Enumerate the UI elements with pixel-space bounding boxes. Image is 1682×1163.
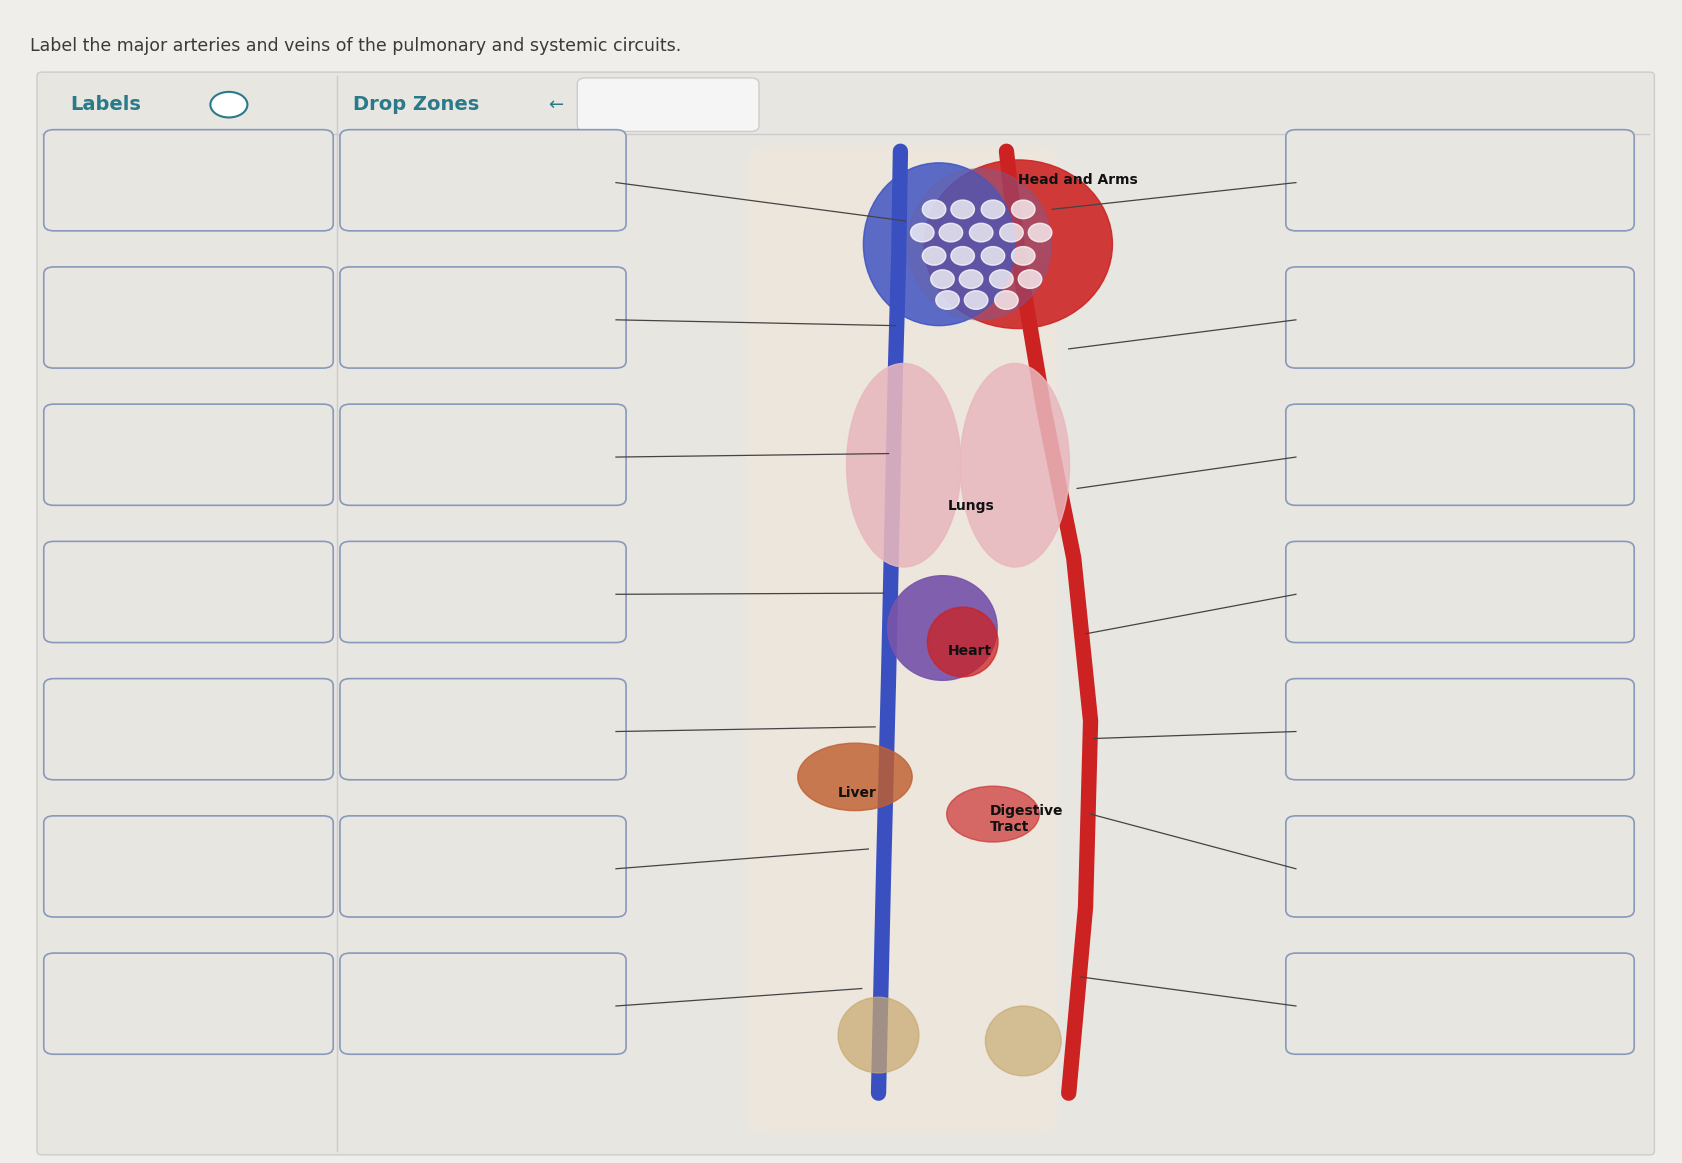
Ellipse shape xyxy=(1011,200,1034,219)
FancyBboxPatch shape xyxy=(340,542,626,642)
Ellipse shape xyxy=(994,291,1018,309)
FancyBboxPatch shape xyxy=(340,954,626,1054)
Ellipse shape xyxy=(910,223,934,242)
Text: renal artery: renal artery xyxy=(148,585,229,599)
Ellipse shape xyxy=(930,270,954,288)
Ellipse shape xyxy=(959,270,982,288)
Ellipse shape xyxy=(981,200,1004,219)
FancyBboxPatch shape xyxy=(44,267,333,368)
FancyBboxPatch shape xyxy=(340,130,626,230)
Text: aorta: aorta xyxy=(170,859,207,873)
FancyBboxPatch shape xyxy=(340,267,626,368)
Text: i: i xyxy=(227,100,230,109)
Text: jugular vein: jugular vein xyxy=(148,311,229,324)
FancyBboxPatch shape xyxy=(44,954,333,1054)
FancyBboxPatch shape xyxy=(340,816,626,916)
FancyBboxPatch shape xyxy=(340,405,626,505)
Ellipse shape xyxy=(888,576,996,680)
Ellipse shape xyxy=(863,163,1014,326)
Ellipse shape xyxy=(984,1006,1060,1076)
Ellipse shape xyxy=(964,291,987,309)
Circle shape xyxy=(210,92,247,117)
FancyBboxPatch shape xyxy=(44,130,333,230)
FancyBboxPatch shape xyxy=(577,78,759,131)
FancyBboxPatch shape xyxy=(44,816,333,916)
Text: superior vena cava: superior vena cava xyxy=(121,997,256,1011)
Ellipse shape xyxy=(935,291,959,309)
FancyBboxPatch shape xyxy=(44,679,333,779)
Text: Label the major arteries and veins of the pulmonary and systemic circuits.: Label the major arteries and veins of th… xyxy=(30,37,681,55)
FancyBboxPatch shape xyxy=(1285,954,1633,1054)
Ellipse shape xyxy=(939,223,962,242)
Text: Heart: Heart xyxy=(947,644,991,658)
Ellipse shape xyxy=(922,200,945,219)
Text: Liver: Liver xyxy=(838,786,876,800)
Text: Labels: Labels xyxy=(71,95,141,114)
Text: Head and Arms: Head and Arms xyxy=(1018,173,1137,187)
Text: Drop Zones: Drop Zones xyxy=(353,95,479,114)
FancyBboxPatch shape xyxy=(745,145,1056,1134)
Text: carotid artery: carotid artery xyxy=(141,448,235,462)
Ellipse shape xyxy=(907,169,1050,320)
Text: Digestive
Tract: Digestive Tract xyxy=(989,804,1063,834)
Ellipse shape xyxy=(1028,223,1051,242)
FancyBboxPatch shape xyxy=(1285,130,1633,230)
Ellipse shape xyxy=(797,743,912,811)
Text: Lungs: Lungs xyxy=(947,499,994,513)
Ellipse shape xyxy=(999,223,1023,242)
Text: ←: ← xyxy=(548,95,562,114)
Ellipse shape xyxy=(838,997,918,1072)
FancyBboxPatch shape xyxy=(1285,405,1633,505)
FancyBboxPatch shape xyxy=(1285,816,1633,916)
FancyBboxPatch shape xyxy=(44,542,333,642)
FancyBboxPatch shape xyxy=(1285,267,1633,368)
Ellipse shape xyxy=(922,247,945,265)
FancyBboxPatch shape xyxy=(37,72,1653,1155)
Text: intestinal arteries: intestinal arteries xyxy=(128,173,249,187)
Ellipse shape xyxy=(923,159,1112,328)
Text: hepatic vein: hepatic vein xyxy=(146,722,230,736)
Ellipse shape xyxy=(1018,270,1041,288)
FancyBboxPatch shape xyxy=(44,405,333,505)
Ellipse shape xyxy=(950,247,974,265)
Ellipse shape xyxy=(945,786,1038,842)
Ellipse shape xyxy=(981,247,1004,265)
Ellipse shape xyxy=(927,607,997,677)
Text: Reset All: Reset All xyxy=(637,98,698,112)
Ellipse shape xyxy=(950,200,974,219)
Ellipse shape xyxy=(959,363,1070,568)
FancyBboxPatch shape xyxy=(340,679,626,779)
Ellipse shape xyxy=(846,363,960,568)
FancyBboxPatch shape xyxy=(1285,542,1633,642)
Ellipse shape xyxy=(1011,247,1034,265)
Ellipse shape xyxy=(989,270,1013,288)
FancyBboxPatch shape xyxy=(1285,679,1633,779)
Ellipse shape xyxy=(969,223,992,242)
